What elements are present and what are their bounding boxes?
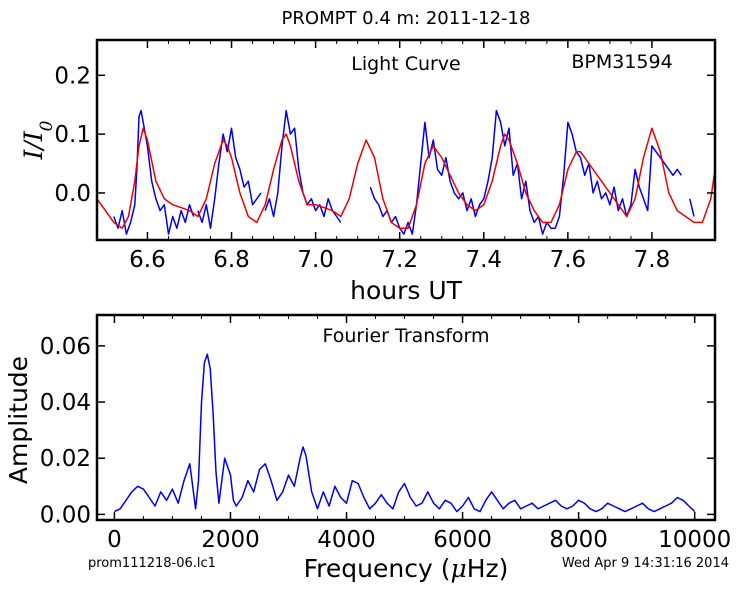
figure-title: PROMPT 0.4 m: 2011-12-18: [282, 8, 531, 29]
fourier-xlabel: Frequency (μHz): [304, 554, 509, 583]
light-curve-ticks: 6.6 6.8 7.0 7.2 7.4 7.6 7.8 0.0 0.1 0.2: [54, 40, 715, 273]
fourier-ytick-label: 0.00: [40, 502, 91, 528]
footer-filename: prom111218-06.lc1: [88, 556, 216, 571]
fourier-ytick-label: 0.04: [40, 390, 91, 416]
light-curve-xtick-label: 7.6: [550, 247, 587, 273]
fourier-xtick-label: 8000: [549, 527, 608, 553]
light-curve-xtick-label: 7.2: [381, 247, 418, 273]
fourier-xlabel-mu: μ: [450, 554, 466, 583]
fourier-xtick-label: 10000: [658, 527, 731, 553]
fourier-panel: 0 2000 4000 6000 8000 10000 0.00 0.02 0.04 0.06 F…: [4, 313, 731, 583]
ylabel-subscript: 0: [37, 120, 57, 131]
footer-timestamp: Wed Apr 9 14:31:16 2014: [562, 556, 729, 571]
fourier-xlabel-pre: Frequency (: [304, 554, 451, 583]
light-curve-xtick-label: 7.4: [465, 247, 502, 273]
light-curve-ytick-label: 0.2: [54, 63, 91, 89]
light-curve-xlabel: hours UT: [350, 276, 463, 305]
light-curve-series-0-line-0: [113, 109, 195, 235]
light-curve-xtick-label: 6.8: [213, 247, 250, 273]
light-curve-panel: 6.6 6.8 7.0 7.2 7.4 7.6 7.8 0.0 0.1 0.2 Light Cur…: [19, 38, 717, 305]
fourier-frame: [95, 313, 717, 522]
light-curve-xtick-label: 7.0: [297, 247, 334, 273]
light-curve-ytick-label: 0.0: [54, 181, 91, 207]
fourier-xtick-label: 2000: [201, 527, 260, 553]
fourier-xtick-label: 0: [107, 527, 122, 553]
fourier-series-0-line-0: [114, 353, 696, 513]
light-curve-title: Light Curve: [351, 53, 461, 75]
fourier-title: Fourier Transform: [322, 325, 489, 347]
fourier-xlabel-post: Hz): [467, 554, 509, 583]
light-curve-ytick-label: 0.1: [54, 122, 91, 148]
fourier-ylabel: Amplitude: [4, 356, 33, 484]
light-curve-series-0-line-2: [264, 109, 342, 223]
fourier-ticks: 0 2000 4000 6000 8000 10000 0.00 0.02 0.04 0.06: [40, 315, 731, 553]
light-curve-ylabel: I/I0: [19, 120, 57, 160]
fourier-ytick-label: 0.02: [40, 446, 91, 472]
fourier-plot-area: [114, 353, 696, 513]
fourier-ytick-label: 0.06: [40, 334, 91, 360]
light-curve-series-1-line-0: [97, 127, 715, 229]
star-name-label: BPM31594: [571, 51, 672, 73]
fourier-xtick-label: 4000: [317, 527, 376, 553]
light-curve-xtick-label: 7.8: [634, 247, 671, 273]
light-curve-plot-area: [97, 109, 715, 235]
fourier-xtick-label: 6000: [433, 527, 492, 553]
light-curve-series-0-line-3: [369, 109, 683, 235]
light-curve-series-0-line-4: [689, 198, 695, 217]
light-curve-frame: [95, 38, 717, 242]
light-curve-series-0-line-1: [197, 127, 262, 229]
light-curve-xtick-label: 6.6: [129, 247, 166, 273]
